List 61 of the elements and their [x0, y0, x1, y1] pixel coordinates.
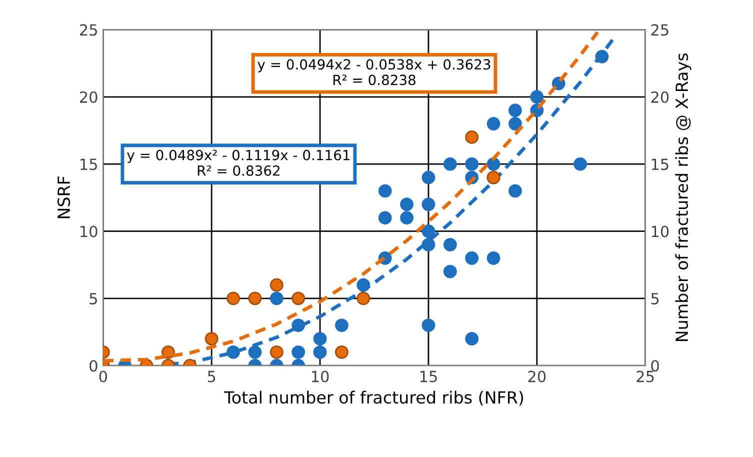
x-tick-label: 0 — [99, 370, 108, 382]
point — [574, 157, 587, 171]
point — [335, 318, 348, 332]
y2-tick-label: 25 — [651, 24, 668, 36]
annotation: y = 0.0489x² - 0.1119x - 0.1161 R² = 0.8362 — [127, 150, 350, 176]
x-tick-label: 20 — [528, 370, 546, 382]
point — [270, 345, 284, 359]
x-tick-label: 15 — [420, 370, 437, 382]
x-axis-title: Total number of fractured ribs (NFR) — [224, 390, 524, 406]
point — [248, 292, 262, 306]
point — [508, 104, 522, 118]
annotation: y = 0.0494x2 - 0.0538x + 0.3623 R² = 0.8238 — [258, 59, 490, 86]
point — [335, 345, 348, 359]
point — [378, 184, 392, 198]
point — [204, 332, 218, 346]
point — [443, 264, 457, 278]
point — [270, 278, 284, 292]
point — [400, 198, 414, 212]
point — [422, 198, 436, 212]
point — [422, 318, 436, 332]
point — [422, 224, 436, 238]
point — [486, 251, 500, 265]
y-tick-label: 0 — [90, 360, 98, 372]
point — [162, 345, 175, 359]
y-tick-label: 5 — [90, 293, 97, 304]
point — [465, 157, 479, 171]
point — [226, 292, 240, 306]
y2-axis-title: Number of fractured ribs @ X-Rays — [675, 53, 692, 342]
x-tick-label: 25 — [636, 370, 654, 382]
y-tick-label: 15 — [80, 158, 97, 170]
point — [465, 130, 479, 144]
y2-tick-label: 15 — [652, 158, 668, 170]
y2-tick-label: 0 — [651, 360, 659, 372]
point — [443, 238, 457, 252]
point — [486, 117, 500, 130]
point — [292, 292, 306, 306]
y-axis-title: NSRF — [57, 176, 70, 218]
point — [313, 345, 327, 359]
y-tick-label: 25 — [80, 24, 97, 36]
y2-tick-label: 20 — [651, 91, 669, 103]
y2-tick-label: 10 — [652, 226, 669, 238]
point — [465, 332, 479, 346]
point — [292, 345, 306, 359]
point — [508, 117, 522, 130]
y2-tick-label: 5 — [651, 293, 659, 304]
point — [356, 292, 370, 306]
point — [248, 345, 262, 359]
x-tick-label: 5 — [208, 370, 216, 382]
point — [508, 184, 522, 198]
point — [313, 332, 327, 346]
point — [378, 211, 392, 225]
point — [400, 211, 414, 225]
point — [443, 157, 457, 171]
y-tick-label: 10 — [80, 226, 98, 238]
x-tick-label: 10 — [312, 370, 329, 382]
point — [530, 90, 544, 104]
point — [486, 157, 500, 171]
y-tick-label: 20 — [80, 91, 98, 103]
point — [465, 251, 479, 265]
point — [422, 170, 436, 184]
point — [270, 292, 284, 306]
